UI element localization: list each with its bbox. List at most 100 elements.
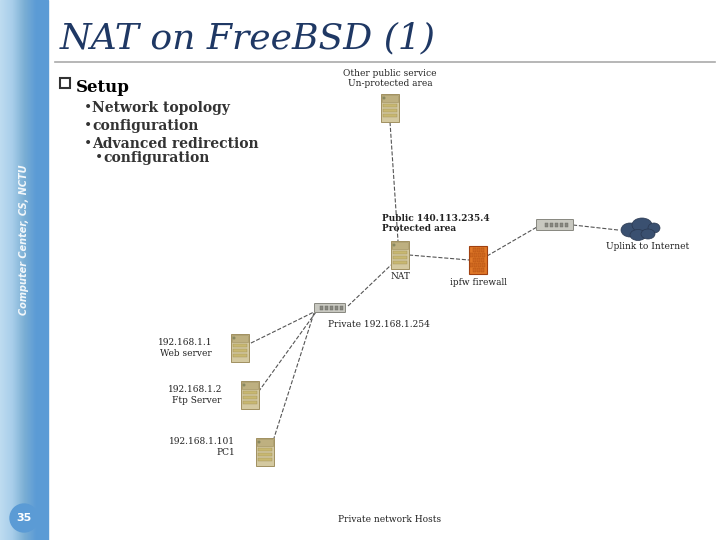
Bar <box>42 0 43 540</box>
Bar <box>335 306 338 310</box>
Bar <box>242 382 258 389</box>
Text: ipfw firewall: ipfw firewall <box>449 278 506 287</box>
Ellipse shape <box>632 218 652 232</box>
Text: 192.168.1.101
PC1: 192.168.1.101 PC1 <box>169 437 235 457</box>
Bar <box>13 0 14 540</box>
Text: Private 192.168.1.254: Private 192.168.1.254 <box>328 320 430 329</box>
Bar <box>478 263 481 267</box>
Bar <box>0 0 1 540</box>
Ellipse shape <box>621 223 639 237</box>
Bar <box>15 0 16 540</box>
Bar <box>382 95 398 102</box>
Bar <box>482 253 485 257</box>
Bar <box>258 448 272 451</box>
Bar <box>555 223 558 227</box>
Bar <box>34 0 35 540</box>
Text: Computer Center, CS, NCTU: Computer Center, CS, NCTU <box>19 165 29 315</box>
Bar <box>43 0 44 540</box>
Bar <box>26 0 27 540</box>
Circle shape <box>10 504 38 532</box>
Bar <box>19 0 20 540</box>
Text: NAT on FreeBSD (1): NAT on FreeBSD (1) <box>60 21 436 55</box>
Bar <box>243 396 257 399</box>
Bar <box>550 223 553 227</box>
Circle shape <box>392 244 395 246</box>
Bar <box>6 0 7 540</box>
Bar <box>565 223 568 227</box>
Bar <box>5 0 6 540</box>
Text: •: • <box>95 151 103 165</box>
FancyBboxPatch shape <box>241 381 259 409</box>
Text: Advanced redirection: Advanced redirection <box>92 137 258 151</box>
Bar <box>33 0 34 540</box>
FancyBboxPatch shape <box>231 334 249 362</box>
Bar <box>21 0 22 540</box>
Text: •: • <box>84 137 92 151</box>
Text: •: • <box>84 101 92 115</box>
Bar <box>482 263 485 267</box>
Bar <box>545 223 548 227</box>
Bar <box>18 0 19 540</box>
FancyBboxPatch shape <box>381 94 399 122</box>
Bar <box>232 335 248 342</box>
Bar <box>477 268 480 272</box>
Bar <box>392 242 408 249</box>
Bar <box>478 253 481 257</box>
Text: NAT: NAT <box>390 272 410 281</box>
Bar <box>27 0 28 540</box>
Bar <box>29 0 30 540</box>
Text: 192.168.1.1
Web server: 192.168.1.1 Web server <box>158 338 212 357</box>
Bar <box>4 0 5 540</box>
Bar <box>473 268 476 272</box>
Text: Network topology: Network topology <box>92 101 230 115</box>
Text: 35: 35 <box>17 513 32 523</box>
Bar <box>474 263 477 267</box>
Bar <box>23 0 24 540</box>
Bar <box>393 256 407 259</box>
Bar <box>473 258 476 262</box>
Ellipse shape <box>648 223 660 233</box>
Bar <box>7 0 8 540</box>
Text: Uplink to Internet: Uplink to Internet <box>606 242 690 251</box>
Bar <box>470 253 473 257</box>
Bar <box>46 0 47 540</box>
Bar <box>383 114 397 117</box>
Bar <box>36 0 37 540</box>
Bar <box>17 0 18 540</box>
Bar <box>481 258 484 262</box>
Bar <box>12 0 13 540</box>
FancyBboxPatch shape <box>315 303 346 313</box>
FancyBboxPatch shape <box>256 438 274 466</box>
Bar <box>1 0 2 540</box>
Bar <box>40 0 41 540</box>
Bar <box>30 0 31 540</box>
Text: Other public service
Un-protected area: Other public service Un-protected area <box>343 69 437 88</box>
Text: •: • <box>84 119 92 133</box>
Bar <box>257 439 273 446</box>
Bar <box>383 104 397 107</box>
Ellipse shape <box>641 229 655 239</box>
Bar <box>32 0 33 540</box>
Bar <box>477 258 480 262</box>
Bar <box>325 306 328 310</box>
Bar <box>38 0 39 540</box>
Bar <box>37 0 38 540</box>
Bar <box>477 248 480 252</box>
Bar <box>481 248 484 252</box>
Circle shape <box>233 336 235 340</box>
Bar <box>470 263 473 267</box>
Bar <box>11 0 12 540</box>
Bar <box>45 0 46 540</box>
Bar <box>340 306 343 310</box>
Bar <box>243 391 257 394</box>
Bar <box>9 0 10 540</box>
Text: 192.168.1.2
Ftp Server: 192.168.1.2 Ftp Server <box>168 386 222 404</box>
Bar <box>28 0 29 540</box>
Bar <box>481 268 484 272</box>
Bar <box>31 0 32 540</box>
Text: Public 140.113.235.4
Protected area: Public 140.113.235.4 Protected area <box>382 214 490 233</box>
Text: Private network Hosts: Private network Hosts <box>338 516 441 524</box>
Bar <box>2 0 3 540</box>
Bar <box>44 0 45 540</box>
Bar <box>473 248 476 252</box>
